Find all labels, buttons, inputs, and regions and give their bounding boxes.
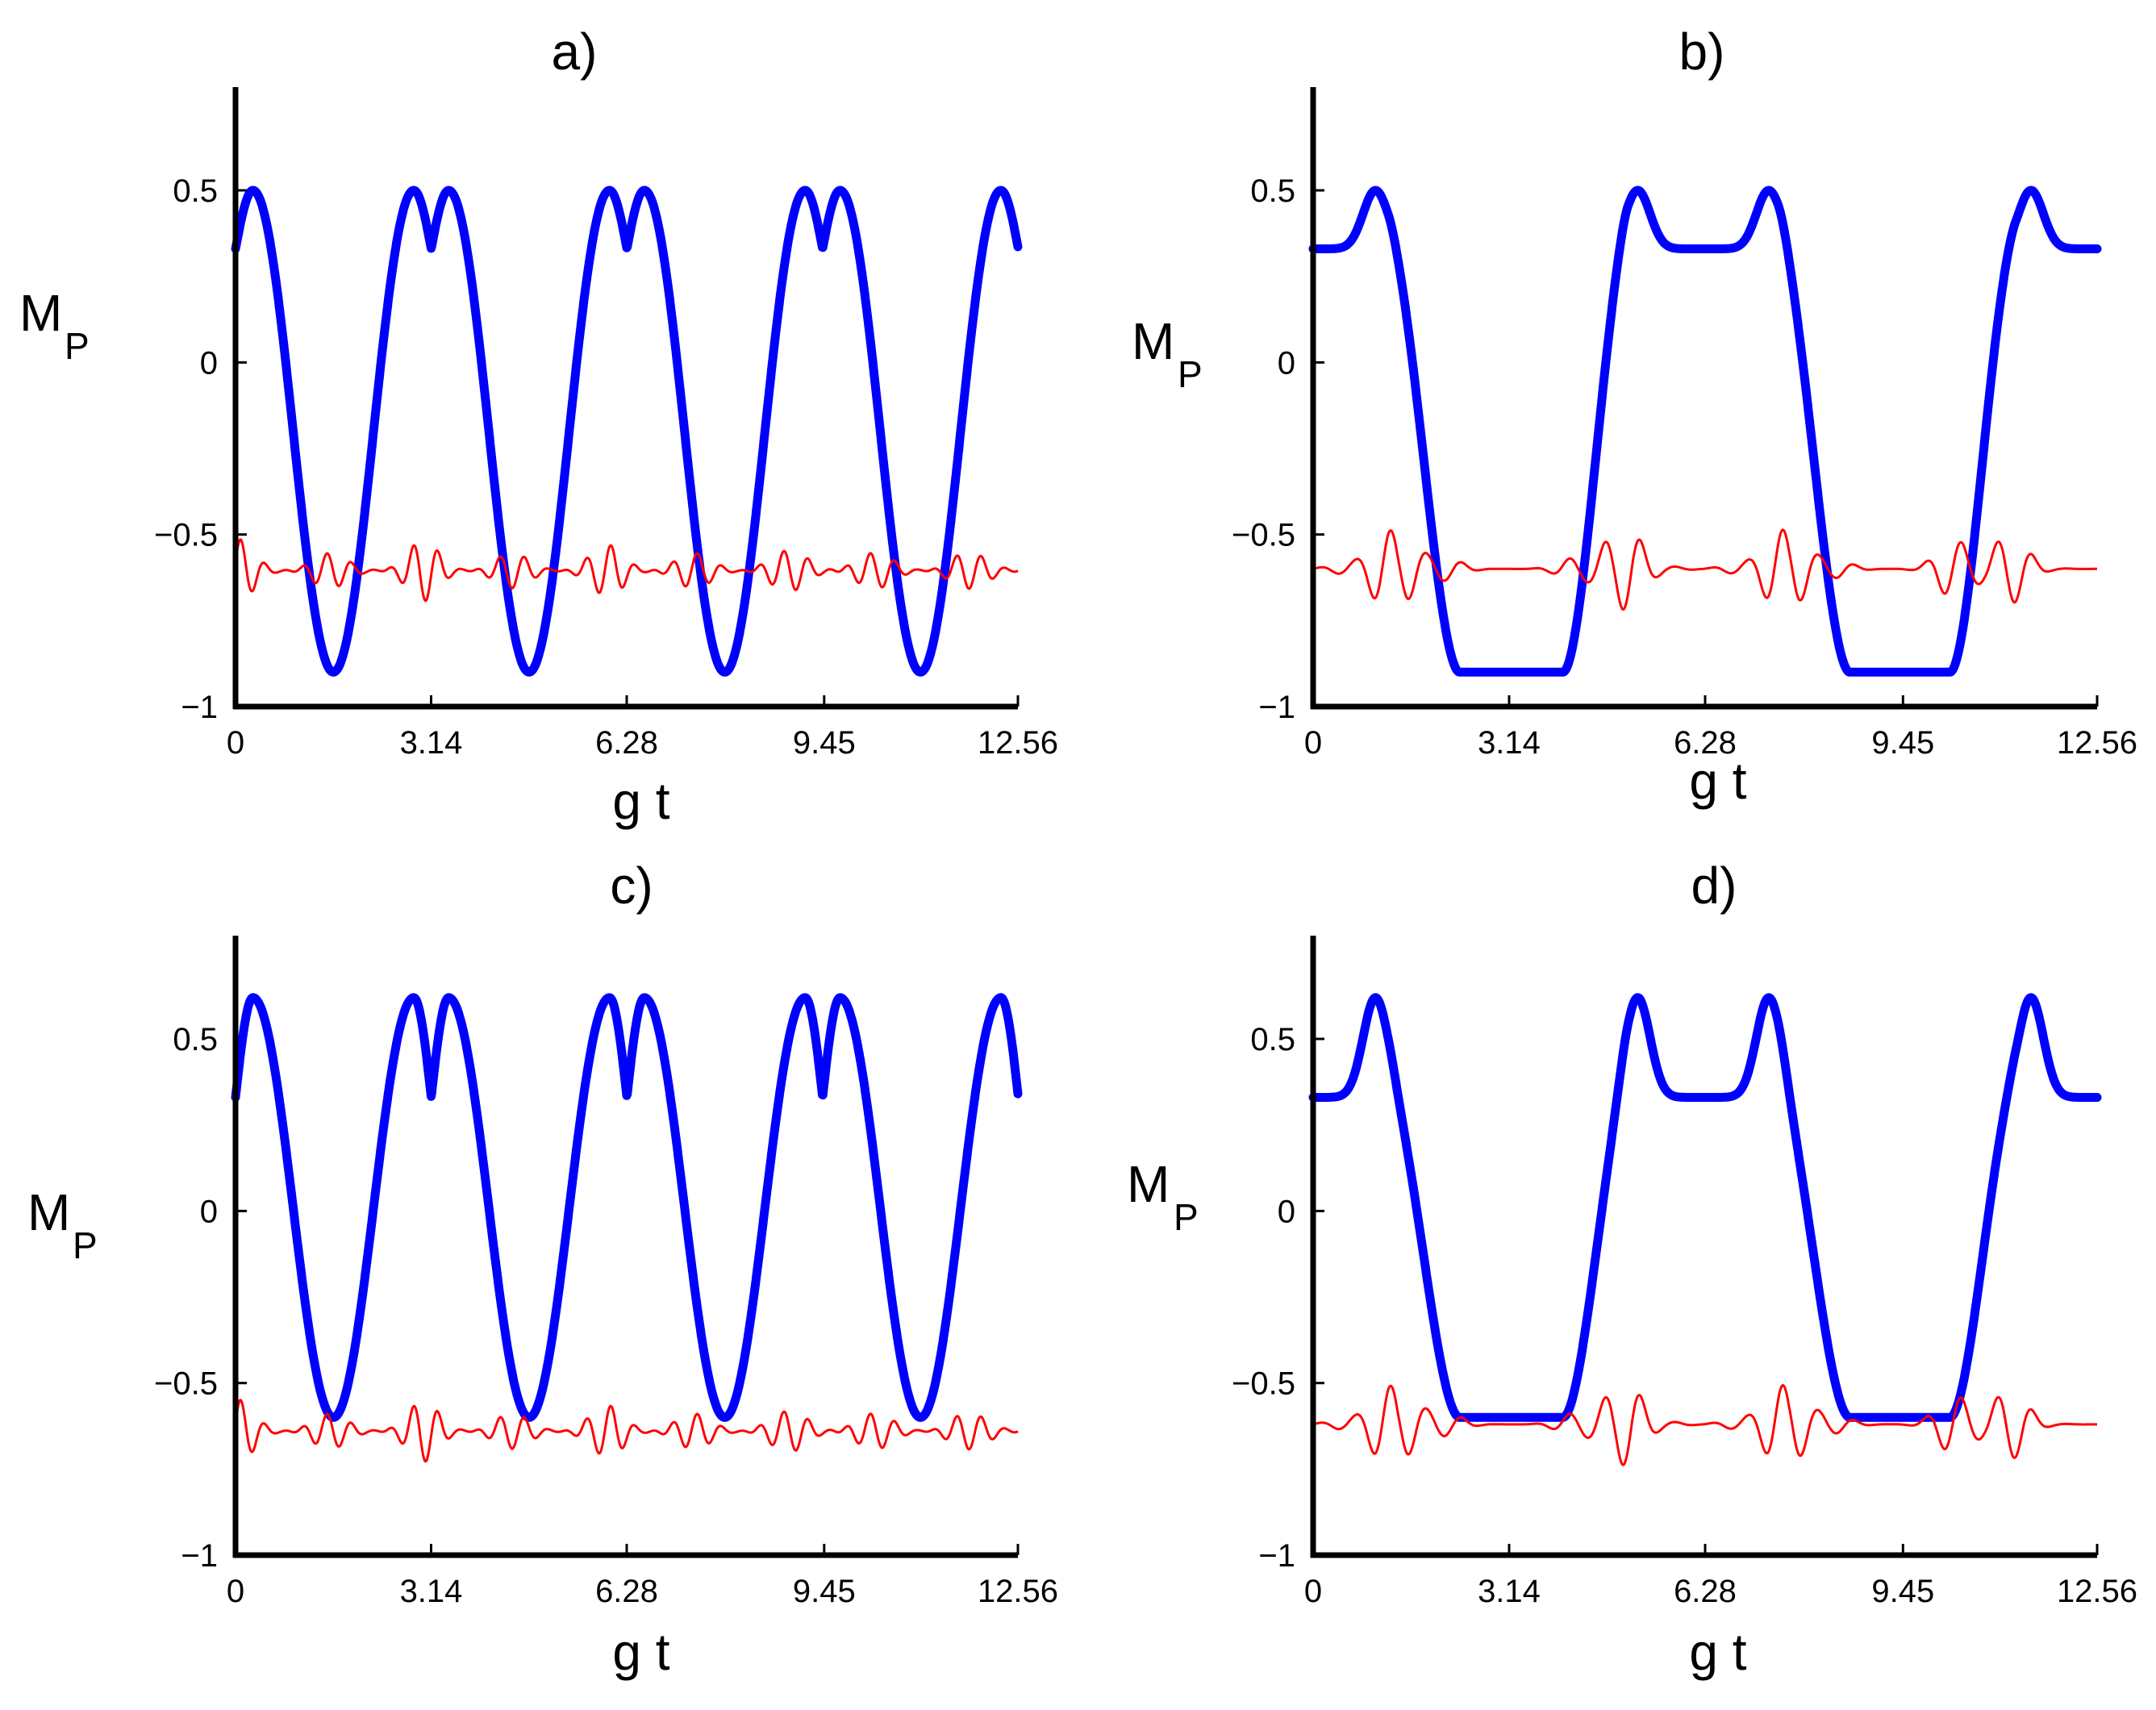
series-line-blue-thick <box>1308 186 2102 677</box>
x-tick-label: 9.45 <box>793 1574 856 1609</box>
y-tick-label: 0 <box>1278 1194 1295 1229</box>
x-tick-label: 0 <box>1304 1574 1322 1609</box>
series-line-blue-thick <box>1308 993 2102 1422</box>
y-axis-label-sub: P <box>65 325 90 367</box>
x-tick-label: 3.14 <box>400 1574 463 1609</box>
panel-d: d) M P g t 0 3.14 6.28 9.45 12.56 −1 −0.5 0 0.5 <box>1127 857 2137 1681</box>
x-tick-label: 9.45 <box>793 725 856 761</box>
x-tick-label: 6.28 <box>595 725 658 761</box>
y-tick-label: 0 <box>200 345 218 381</box>
x-tick-label: 9.45 <box>1871 725 1934 761</box>
panel-title: b) <box>1679 23 1725 81</box>
x-axis-label: g t <box>612 1623 669 1681</box>
panel-a: a) M P g t 0 3.14 6.28 9.45 12.56 −1 −0.5 0 0.5 <box>19 23 1058 830</box>
axes <box>232 936 1018 1558</box>
series-line-blue-thick <box>231 186 1023 677</box>
axes <box>232 87 1018 710</box>
y-axis-label-main: M <box>1132 312 1174 370</box>
y-axis-label-main: M <box>27 1183 70 1241</box>
series-line-red-thin <box>1312 528 2098 611</box>
y-tick-label: −1 <box>181 690 218 725</box>
panel-title: a) <box>552 23 598 81</box>
y-axis-label-main: M <box>1127 1155 1170 1213</box>
y-axis-label-sub: P <box>73 1224 98 1266</box>
panel-b: b) M P g t 0 3.14 6.28 9.45 12.56 −1 −0.5 0 0.5 <box>1132 23 2137 810</box>
y-tick-label: −1 <box>1258 1538 1295 1574</box>
ticks: 0 3.14 6.28 9.45 12.56 −1 −0.5 0 0.5 <box>1232 1022 2137 1609</box>
ticks: 0 3.14 6.28 9.45 12.56 −1 −0.5 0 0.5 <box>1232 173 2137 761</box>
plot-lines <box>231 993 1023 1463</box>
x-tick-label: 12.56 <box>978 1574 1058 1609</box>
y-axis-label-sub: P <box>1178 353 1203 395</box>
x-tick-label: 0 <box>227 1574 244 1609</box>
y-tick-label: −1 <box>181 1538 218 1574</box>
plot-lines <box>1308 186 2102 677</box>
x-tick-label: 12.56 <box>2057 725 2137 761</box>
x-tick-label: 12.56 <box>978 725 1058 761</box>
x-axis-label: g t <box>612 772 669 830</box>
series-line-red-thin <box>1312 1383 2098 1466</box>
y-axis-label: M P <box>1127 1155 1199 1238</box>
y-tick-label: 0.5 <box>1250 173 1295 209</box>
x-tick-label: 0 <box>227 725 244 761</box>
y-tick-label: −0.5 <box>1232 1366 1295 1402</box>
y-tick-label: 0.5 <box>173 173 218 209</box>
plot-lines <box>231 186 1023 677</box>
x-tick-label: 0 <box>1304 725 1322 761</box>
y-tick-label: 0 <box>200 1194 218 1229</box>
x-tick-label: 3.14 <box>1478 725 1541 761</box>
axes <box>1310 87 2097 710</box>
x-tick-label: 9.45 <box>1871 1574 1934 1609</box>
series-line-red-thin <box>234 1399 1019 1463</box>
axes <box>1310 936 2097 1558</box>
x-tick-label: 3.14 <box>400 725 463 761</box>
series-line-red-thin <box>234 538 1019 603</box>
series-line-blue-thick <box>231 993 1023 1422</box>
x-tick-label: 6.28 <box>1674 725 1737 761</box>
y-axis-label: M P <box>1132 312 1203 395</box>
x-tick-label: 12.56 <box>2057 1574 2137 1609</box>
ticks: 0 3.14 6.28 9.45 12.56 −1 −0.5 0 0.5 <box>154 1022 1058 1609</box>
y-tick-label: −0.5 <box>1232 518 1295 553</box>
x-axis-label: g t <box>1689 752 1746 810</box>
x-tick-label: 6.28 <box>1674 1574 1737 1609</box>
y-tick-label: −1 <box>1258 690 1295 725</box>
y-tick-label: −0.5 <box>154 518 218 553</box>
y-axis-label-main: M <box>19 284 62 342</box>
y-tick-label: 0 <box>1278 345 1295 381</box>
y-axis-label-sub: P <box>1174 1196 1199 1238</box>
y-axis-label: M P <box>19 284 90 367</box>
x-tick-label: 3.14 <box>1478 1574 1541 1609</box>
panel-title: d) <box>1691 857 1737 915</box>
y-tick-label: 0.5 <box>173 1022 218 1057</box>
y-tick-label: 0.5 <box>1250 1022 1295 1057</box>
panel-c: c) M P g t 0 3.14 6.28 9.45 12.56 −1 −0.5 0 0.5 <box>27 857 1058 1681</box>
y-axis-label: M P <box>27 1183 98 1266</box>
panel-title: c) <box>610 857 653 915</box>
x-tick-label: 6.28 <box>595 1574 658 1609</box>
plot-lines <box>1308 993 2102 1466</box>
y-tick-label: −0.5 <box>154 1366 218 1402</box>
x-axis-label: g t <box>1689 1623 1746 1681</box>
